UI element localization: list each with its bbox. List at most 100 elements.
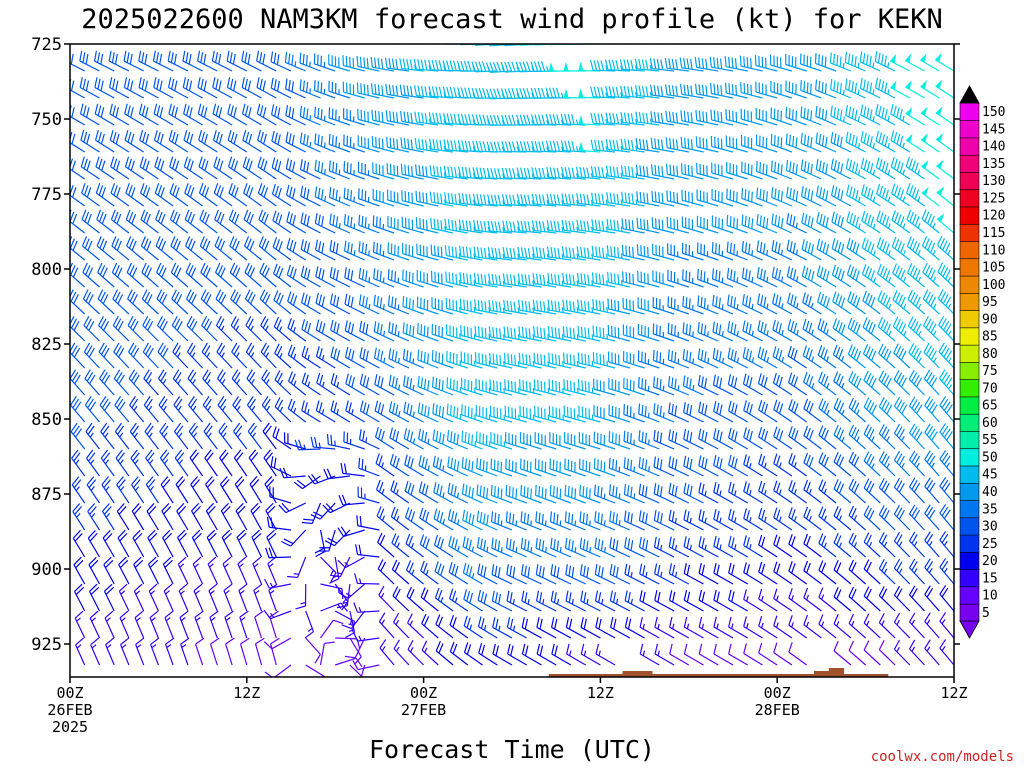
wind-barb — [99, 369, 115, 396]
barb-staff — [160, 484, 174, 504]
barb-staff — [70, 166, 86, 180]
barb-half-flag — [148, 405, 153, 411]
barb-flag — [482, 380, 484, 391]
barb-staff — [359, 438, 380, 450]
barb-flag — [97, 262, 103, 273]
wind-barb — [213, 156, 233, 180]
barb-flag — [592, 298, 595, 310]
barb-staff — [257, 166, 277, 180]
barb-flag — [482, 433, 485, 445]
barb-flag — [266, 479, 275, 488]
barb-staff — [119, 617, 130, 639]
barb-flag — [610, 245, 613, 257]
barb-staff — [173, 404, 189, 423]
barb-flag — [535, 247, 539, 258]
barb-staff — [154, 139, 174, 153]
barb-flag — [285, 158, 290, 169]
barb-flag — [219, 240, 226, 251]
barb-staff — [89, 591, 101, 612]
wind-barb — [390, 506, 410, 531]
barb-flag — [84, 369, 91, 379]
barb-flag — [599, 300, 602, 311]
barb-flag — [96, 236, 102, 247]
barb-flag — [74, 533, 83, 542]
wind-barb — [578, 458, 601, 477]
barb-flag — [590, 113, 594, 124]
barb-flag — [630, 59, 634, 71]
barb-flag — [328, 107, 331, 118]
barb-flag — [532, 299, 536, 311]
barb-flag — [174, 449, 183, 459]
barb-flag — [378, 481, 384, 493]
barb-staff — [330, 382, 351, 396]
barb-half-flag — [61, 618, 66, 622]
barb-flag — [357, 161, 360, 173]
barb-flag — [99, 238, 105, 249]
barb-flag — [218, 53, 222, 65]
wind-barb — [132, 529, 145, 558]
barb-staff — [235, 510, 248, 531]
barb-staff — [127, 298, 145, 315]
barb-flag — [570, 434, 572, 445]
barb-half-flag — [121, 617, 126, 622]
wind-barb — [88, 556, 101, 585]
barb-staff — [83, 325, 100, 342]
barb-staff — [357, 637, 380, 642]
barb-staff — [206, 537, 218, 558]
barb-half-flag — [322, 381, 325, 387]
wind-barb — [98, 316, 115, 342]
wind-barb — [179, 610, 189, 639]
barb-half-flag — [293, 573, 299, 575]
barb-staff — [359, 383, 380, 396]
barb-staff — [358, 496, 380, 504]
barb-staff — [259, 298, 277, 315]
barb-flag — [449, 44, 454, 45]
barb-flag — [71, 449, 79, 459]
barb-flag — [185, 52, 189, 63]
barb-flag — [126, 52, 130, 63]
barb-flag — [95, 183, 101, 194]
barb-half-flag — [90, 486, 95, 491]
barb-flag — [158, 396, 166, 406]
barb-staff — [244, 272, 262, 288]
barb-flag — [564, 140, 568, 151]
wind-barb — [313, 53, 336, 72]
barb-flag — [441, 326, 444, 338]
barb-flag — [567, 512, 571, 524]
wind-barb — [153, 103, 174, 126]
barb-staff — [149, 617, 159, 639]
wind-barb — [593, 405, 616, 423]
barb-flag — [477, 299, 480, 311]
barb-staff — [155, 245, 174, 261]
barb-flag — [258, 209, 264, 220]
barb-flag — [225, 637, 235, 645]
wind-barb — [141, 289, 159, 315]
barb-flag — [253, 583, 263, 591]
barb-half-flag — [342, 598, 347, 604]
wind-barb — [402, 295, 424, 315]
barb-flag — [331, 81, 334, 93]
barb-half-flag — [367, 196, 370, 203]
barb-staff — [146, 510, 159, 531]
barb-half-flag — [269, 582, 274, 588]
wind-barb — [160, 476, 174, 504]
barb-half-flag — [136, 617, 141, 622]
wind-barb — [403, 375, 424, 396]
barb-flag — [392, 455, 397, 467]
wind-barb — [534, 405, 557, 423]
barb-flag — [529, 408, 532, 420]
barb-flag — [382, 165, 384, 176]
barb-flag — [152, 50, 156, 62]
barb-flag — [134, 610, 144, 619]
barb-staff — [387, 146, 410, 153]
wind-barb — [70, 591, 71, 612]
wind-barb — [220, 502, 233, 531]
barb-staff — [349, 664, 367, 677]
barb-staff — [96, 192, 115, 207]
barb-staff — [110, 166, 130, 180]
barb-staff — [74, 617, 86, 639]
barb-flag — [539, 327, 543, 339]
barb-half-flag — [395, 646, 400, 652]
barb-flag — [450, 166, 454, 178]
barb-flag — [554, 354, 557, 365]
